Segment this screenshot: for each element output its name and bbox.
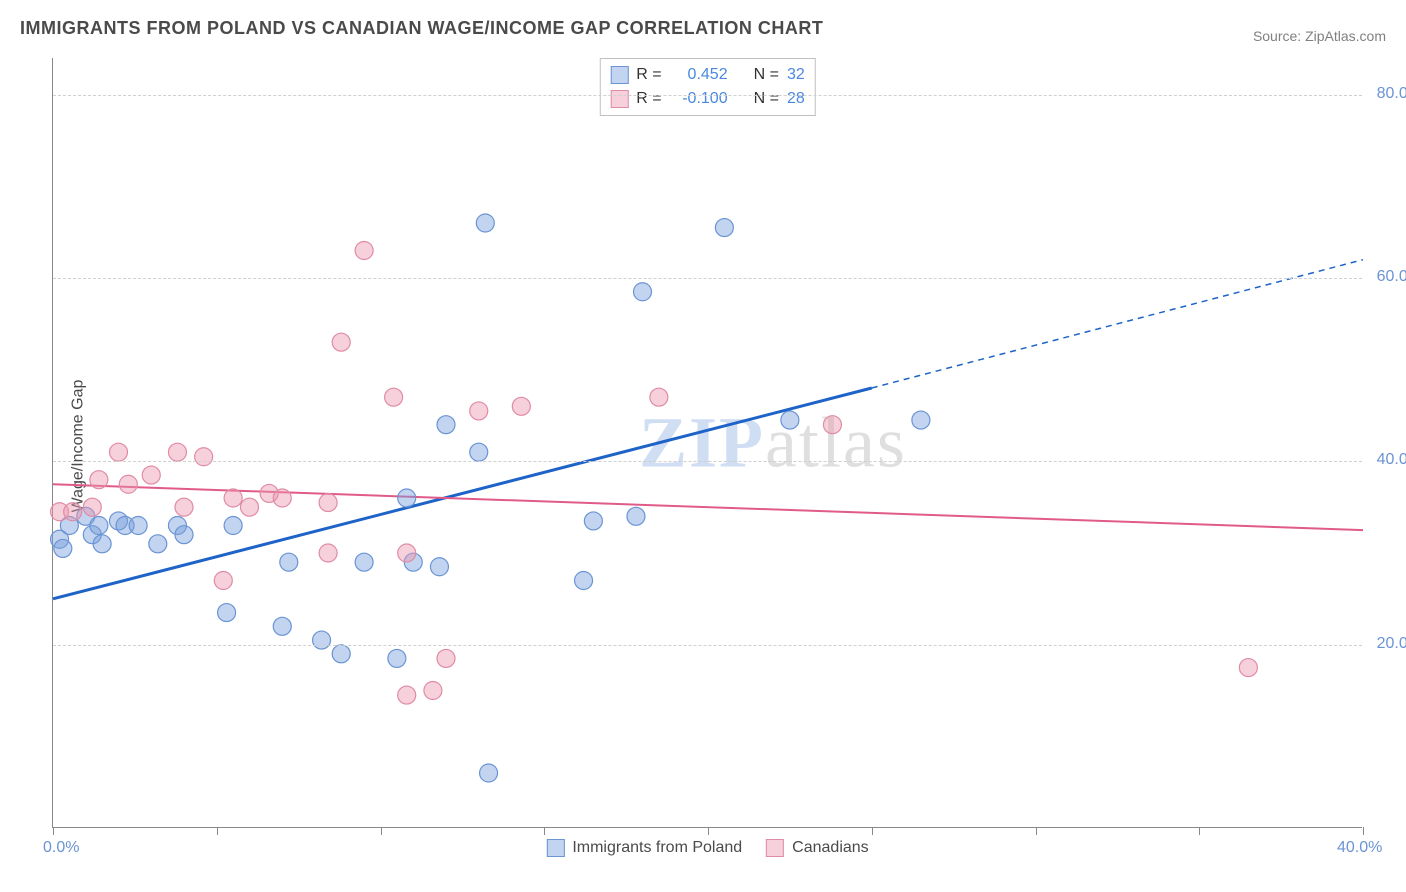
scatter-point xyxy=(175,498,193,516)
scatter-point xyxy=(224,517,242,535)
y-tick-label: 80.0% xyxy=(1377,85,1406,103)
x-tick-mark xyxy=(1363,827,1364,835)
scatter-point xyxy=(1239,659,1257,677)
scatter-point xyxy=(355,553,373,571)
legend-text: Canadians xyxy=(792,839,869,857)
scatter-point xyxy=(355,242,373,260)
plot-area: R = 0.452 N = 32 R = -0.100 N = 28 ZIPat… xyxy=(52,58,1362,828)
swatch-icon xyxy=(766,839,784,857)
scatter-point xyxy=(273,489,291,507)
scatter-point xyxy=(214,572,232,590)
grid-line xyxy=(53,95,1362,96)
scatter-point xyxy=(319,494,337,512)
scatter-point xyxy=(385,388,403,406)
scatter-point xyxy=(584,512,602,530)
scatter-point xyxy=(218,604,236,622)
grid-line xyxy=(53,645,1362,646)
scatter-point xyxy=(823,416,841,434)
scatter-svg xyxy=(53,58,1363,828)
swatch-icon xyxy=(546,839,564,857)
scatter-point xyxy=(83,498,101,516)
scatter-point xyxy=(437,416,455,434)
scatter-point xyxy=(476,214,494,232)
x-tick-mark xyxy=(544,827,545,835)
y-tick-label: 60.0% xyxy=(1377,268,1406,286)
x-tick-label: 0.0% xyxy=(43,839,79,857)
scatter-point xyxy=(470,443,488,461)
scatter-point xyxy=(332,333,350,351)
scatter-point xyxy=(64,503,82,521)
x-tick-mark xyxy=(381,827,382,835)
scatter-point xyxy=(224,489,242,507)
scatter-point xyxy=(90,471,108,489)
scatter-point xyxy=(110,443,128,461)
scatter-point xyxy=(388,649,406,667)
y-tick-label: 40.0% xyxy=(1377,451,1406,469)
y-tick-label: 20.0% xyxy=(1377,635,1406,653)
scatter-point xyxy=(398,489,416,507)
scatter-point xyxy=(627,507,645,525)
scatter-point xyxy=(149,535,167,553)
scatter-point xyxy=(437,649,455,667)
scatter-point xyxy=(93,535,111,553)
x-tick-label: 40.0% xyxy=(1337,839,1382,857)
x-tick-mark xyxy=(1036,827,1037,835)
scatter-point xyxy=(575,572,593,590)
scatter-point xyxy=(129,517,147,535)
scatter-point xyxy=(313,631,331,649)
scatter-point xyxy=(470,402,488,420)
x-tick-mark xyxy=(53,827,54,835)
scatter-point xyxy=(398,686,416,704)
scatter-point xyxy=(273,617,291,635)
scatter-point xyxy=(241,498,259,516)
scatter-point xyxy=(119,475,137,493)
chart-title: IMMIGRANTS FROM POLAND VS CANADIAN WAGE/… xyxy=(20,18,823,39)
scatter-point xyxy=(280,553,298,571)
scatter-point xyxy=(715,219,733,237)
scatter-point xyxy=(54,539,72,557)
grid-line xyxy=(53,278,1362,279)
scatter-point xyxy=(480,764,498,782)
series-legend: Immigrants from Poland Canadians xyxy=(546,839,868,857)
scatter-point xyxy=(319,544,337,562)
scatter-point xyxy=(332,645,350,663)
scatter-point xyxy=(398,544,416,562)
x-tick-mark xyxy=(708,827,709,835)
trend-line xyxy=(53,388,872,599)
scatter-point xyxy=(175,526,193,544)
x-tick-mark xyxy=(1199,827,1200,835)
scatter-point xyxy=(512,397,530,415)
legend-item: Canadians xyxy=(766,839,869,857)
scatter-point xyxy=(912,411,930,429)
scatter-point xyxy=(424,682,442,700)
source-label: Source: ZipAtlas.com xyxy=(1253,28,1386,44)
grid-line xyxy=(53,461,1362,462)
scatter-point xyxy=(781,411,799,429)
scatter-point xyxy=(168,443,186,461)
legend-text: Immigrants from Poland xyxy=(572,839,742,857)
x-tick-mark xyxy=(217,827,218,835)
legend-item: Immigrants from Poland xyxy=(546,839,742,857)
scatter-point xyxy=(195,448,213,466)
scatter-point xyxy=(142,466,160,484)
scatter-point xyxy=(430,558,448,576)
x-tick-mark xyxy=(872,827,873,835)
scatter-point xyxy=(634,283,652,301)
scatter-point xyxy=(90,517,108,535)
scatter-point xyxy=(650,388,668,406)
